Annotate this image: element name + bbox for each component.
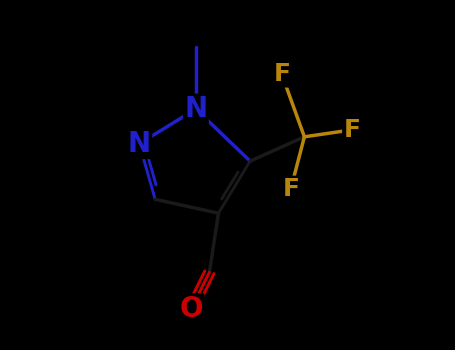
Text: F: F (344, 118, 360, 142)
Text: N: N (128, 130, 151, 158)
Text: O: O (180, 295, 203, 323)
Text: N: N (184, 95, 207, 123)
Text: F: F (273, 62, 290, 86)
Text: F: F (282, 177, 299, 201)
